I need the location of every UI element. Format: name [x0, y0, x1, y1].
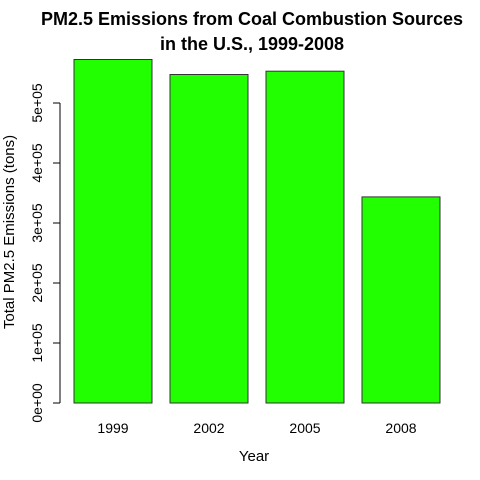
- y-tick-label: 2e+05: [29, 263, 45, 303]
- y-tick-label: 3e+05: [29, 203, 45, 243]
- bar-2008: [361, 196, 441, 404]
- y-tick-label: 1e+05: [29, 323, 45, 363]
- chart-title-line-2: in the U.S., 1999-2008: [160, 34, 344, 54]
- plot-area: 1999 2002 2005 2008 0e+00 1e+05 2e+05 3e+05 4e+0…: [29, 59, 441, 436]
- x-tick-label: 2005: [289, 420, 320, 436]
- x-tick-label: 1999: [97, 420, 128, 436]
- bar-1999: [73, 59, 153, 404]
- bar-2005: [265, 70, 345, 404]
- x-axis-label: Year: [239, 448, 269, 465]
- y-tick-label: 4e+05: [29, 143, 45, 183]
- x-tick-label: 2002: [193, 420, 224, 436]
- y-axis-label: Total PM2.5 Emissions (tons): [1, 135, 18, 329]
- x-tick-label: 2008: [385, 420, 416, 436]
- chart-title-line-1: PM2.5 Emissions from Coal Combustion Sou…: [41, 9, 463, 29]
- y-tick-label: 5e+05: [29, 83, 45, 123]
- y-tick-label: 0e+00: [29, 383, 45, 423]
- bar-2002: [169, 74, 249, 404]
